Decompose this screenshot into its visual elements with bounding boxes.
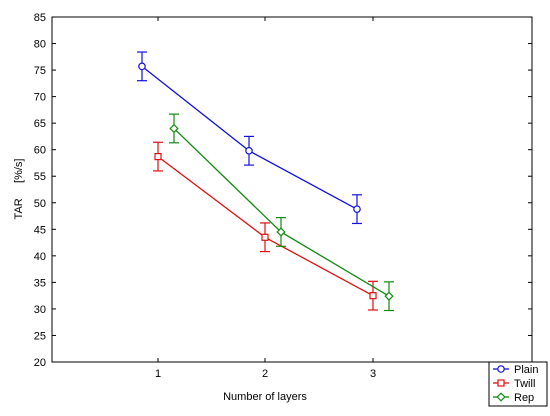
y-tick-label: 50: [34, 198, 46, 210]
x-axis: 1 2 3: [155, 17, 376, 380]
y-tick-label: 70: [34, 92, 46, 104]
y-tick-label: 30: [34, 304, 46, 316]
data-point: [276, 227, 286, 237]
y-tick-label: 60: [34, 145, 46, 157]
y-axis: 20 25 30 35 40 45 50 55 60 65 70 75 80 85: [34, 12, 532, 369]
data-point: [384, 291, 394, 301]
series-layer: [137, 51, 394, 312]
series-twill: [153, 141, 378, 311]
data-point: [169, 123, 179, 134]
legend: Plain Twill Rep: [488, 361, 548, 407]
y-tick-label: 75: [34, 65, 46, 77]
x-tick-label: 3: [370, 368, 376, 380]
data-point: [369, 292, 377, 300]
y-tick-label: 55: [34, 171, 46, 183]
plot-area: [51, 16, 533, 363]
y-axis-title: TAR [%/s]: [13, 159, 25, 220]
legend-marker: [497, 365, 505, 373]
legend-label: Twill: [514, 378, 535, 390]
data-point: [245, 146, 253, 155]
legend-marker: [497, 379, 505, 387]
series-rep: [169, 113, 394, 312]
y-tick-label: 25: [34, 330, 46, 342]
data-point: [154, 152, 162, 161]
y-tick-label: 20: [34, 357, 46, 369]
y-tick-label: 45: [34, 224, 46, 236]
y-tick-label: 80: [34, 39, 46, 51]
data-point: [138, 62, 146, 71]
series-plain: [137, 51, 362, 225]
x-tick-label: 2: [262, 368, 268, 380]
data-point: [261, 233, 269, 241]
data-point: [353, 205, 361, 213]
x-tick-label: 1: [155, 368, 161, 380]
y-tick-label: 85: [34, 12, 46, 24]
y-tick-label: 65: [34, 118, 46, 130]
legend-marker: [496, 392, 506, 402]
legend-label: Rep: [514, 392, 534, 404]
legend-label: Plain: [514, 364, 538, 376]
x-axis-title: Number of layers: [223, 391, 307, 403]
y-tick-label: 35: [34, 277, 46, 289]
y-tick-label: 40: [34, 251, 46, 263]
